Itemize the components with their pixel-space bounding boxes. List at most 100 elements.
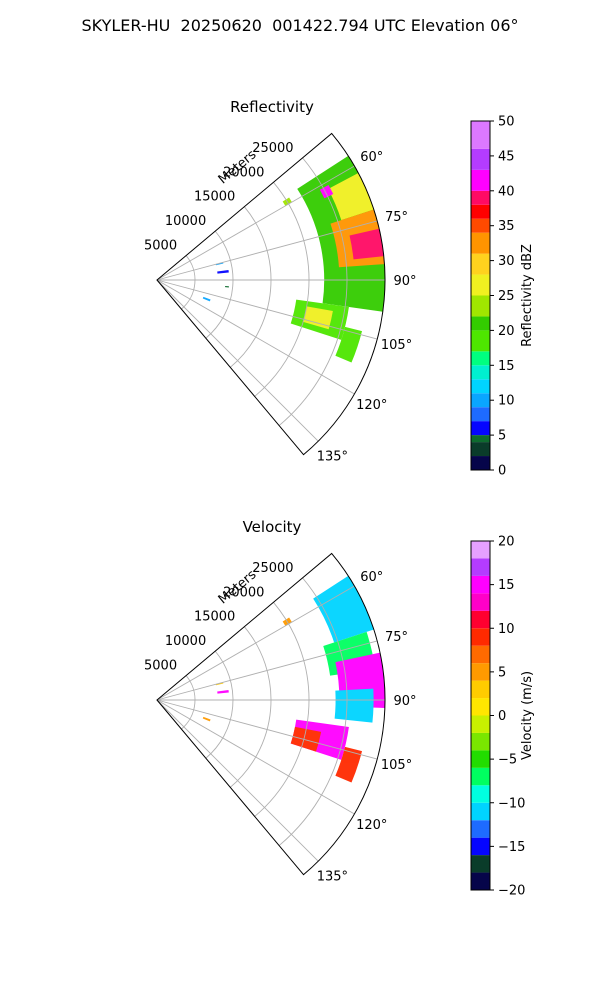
- range-tick-label-1-4: 25000: [252, 561, 293, 576]
- colorbar-band-0-20: [471, 121, 490, 149]
- azimuth-tick-label-1-3: 105°: [381, 758, 412, 773]
- colorbar-tick-label-1-0: −20: [498, 884, 525, 899]
- sector-frame-0: [156, 132, 386, 456]
- colorbar-band-0-7: [471, 365, 490, 380]
- colorbar-tick-label-0-0: 0: [498, 464, 506, 479]
- colorbar-band-0-2: [471, 435, 490, 443]
- colorbar-tick-label-0-8: 40: [498, 184, 515, 199]
- azimuth-spoke-0-1: [156, 220, 378, 281]
- colorbar-tick-label-1-3: −5: [498, 753, 517, 768]
- colorbar-band-1-19: [471, 541, 490, 559]
- colorbar-tick-label-0-9: 45: [498, 149, 515, 164]
- range-ring-1-1: [205, 650, 234, 759]
- panel-title-1: Velocity: [243, 518, 302, 536]
- colorbar-band-1-4: [471, 802, 490, 821]
- range-ring-1-3: [254, 602, 310, 817]
- colorbar-band-1-11: [471, 680, 490, 699]
- colorbar-tick-label-1-7: 15: [498, 578, 515, 593]
- colorbar-band-1-12: [471, 663, 490, 681]
- colorbar-band-0-16: [471, 204, 490, 219]
- colorbar-band-1-16: [471, 593, 490, 611]
- colorbar-tick-label-0-4: 20: [498, 324, 515, 339]
- colorbar-band-1-9: [471, 715, 490, 733]
- colorbar-band-1-8: [471, 732, 490, 751]
- echo-cell-1-8: [217, 689, 229, 694]
- colorbar-band-0-19: [471, 148, 490, 170]
- colorbar-band-1-13: [471, 645, 490, 664]
- colorbar-band-1-7: [471, 750, 490, 768]
- colorbar-band-0-11: [471, 295, 490, 317]
- range-tick-label-0-3: 20000: [223, 165, 264, 180]
- azimuth-spoke-1-5: [156, 699, 319, 862]
- echo-cell-1-3: [334, 688, 374, 723]
- range-ring-1-4: [278, 577, 348, 846]
- colorbar-band-0-1: [471, 442, 490, 457]
- colorbar-band-0-5: [471, 393, 490, 408]
- colorbar-band-0-12: [471, 274, 490, 296]
- colorbar-band-0-0: [471, 456, 490, 470]
- colorbar-tick-label-0-1: 5: [498, 429, 506, 444]
- colorbar-tick-label-1-4: 0: [498, 709, 506, 724]
- colorbar-band-1-14: [471, 628, 490, 646]
- azimuth-tick-label-1-0: 60°: [360, 570, 383, 585]
- colorbar-band-0-3: [471, 421, 490, 436]
- colorbar-tick-label-1-8: 20: [498, 535, 515, 550]
- azimuth-tick-label-0-2: 90°: [393, 274, 416, 289]
- azimuth-spoke-0-5: [156, 279, 319, 442]
- echo-cell-0-6: [303, 306, 333, 330]
- colorbar-band-0-9: [471, 330, 490, 352]
- echo-cell-0-1: [328, 172, 374, 221]
- colorbar-1: −20 −15 −10 −5 0 5 10 15 20 Velocity (m/s): [470, 535, 535, 899]
- range-tick-label-1-3: 20000: [223, 585, 264, 600]
- azimuth-spoke-0-3: [156, 279, 378, 340]
- colorbar-band-1-15: [471, 610, 490, 629]
- radar-panel-0: Reflectivity500010000150002000025000Mete…: [144, 98, 535, 479]
- colorbar-tick-label-0-6: 30: [498, 254, 515, 269]
- colorbar-band-1-6: [471, 767, 490, 786]
- colorbar-tick-label-1-2: −10: [498, 796, 525, 811]
- azimuth-spoke-0-0: [156, 165, 355, 281]
- range-ring-0-2: [229, 206, 272, 368]
- colorbar-tick-label-0-7: 35: [498, 219, 515, 234]
- azimuth-tick-label-0-5: 135°: [317, 449, 348, 464]
- echo-cell-1-5: [290, 726, 322, 752]
- colorbar-band-0-14: [471, 232, 490, 254]
- colorbar-label-0: Reflectivity dBZ: [520, 244, 535, 347]
- colorbar-tick-label-1-5: 5: [498, 665, 506, 680]
- colorbar-tick-label-1-1: −15: [498, 840, 525, 855]
- range-tick-label-1-1: 10000: [165, 634, 206, 649]
- colorbar-band-1-3: [471, 820, 490, 838]
- colorbar-band-1-0: [471, 872, 490, 890]
- range-tick-label-0-0: 5000: [144, 239, 177, 254]
- echo-cell-0-11: [202, 296, 211, 302]
- figure-title: SKYLER-HU 20250620 001422.794 UTC Elevat…: [81, 16, 519, 35]
- azimuth-spoke-1-4: [156, 699, 355, 815]
- azimuth-spoke-1-3: [156, 699, 378, 760]
- azimuth-spoke-1-0: [156, 585, 355, 701]
- colorbar-band-0-8: [471, 351, 490, 366]
- colorbar-band-1-18: [471, 558, 490, 576]
- colorbar-band-0-13: [471, 253, 490, 275]
- colorbar-tick-label-0-3: 15: [498, 359, 515, 374]
- azimuth-tick-label-1-2: 90°: [393, 694, 416, 709]
- echo-cell-1-9: [202, 716, 211, 722]
- azimuth-tick-label-1-4: 120°: [356, 818, 387, 833]
- colorbar-band-1-1: [471, 855, 490, 873]
- colorbar-0: 0 5 10 15 20 25 30 35 40 45 50 Reflectivity dBZ: [470, 115, 535, 479]
- range-tick-label-0-1: 10000: [165, 214, 206, 229]
- range-tick-label-0-2: 15000: [194, 190, 235, 205]
- colorbar-band-1-17: [471, 575, 490, 594]
- azimuth-tick-label-1-1: 75°: [385, 630, 408, 645]
- range-ring-0-1: [205, 230, 234, 339]
- sector-frame-1: [156, 552, 386, 876]
- colorbar-tick-label-1-6: 10: [498, 622, 515, 637]
- panel-title-0: Reflectivity: [230, 98, 314, 116]
- echo-cell-0-7: [335, 326, 363, 363]
- echo-cell-1-6: [335, 746, 363, 783]
- range-ring-0-4: [278, 157, 348, 426]
- echo-layer-1: [202, 575, 385, 783]
- azimuth-tick-label-0-3: 105°: [381, 338, 412, 353]
- echo-cell-1-0: [313, 575, 374, 643]
